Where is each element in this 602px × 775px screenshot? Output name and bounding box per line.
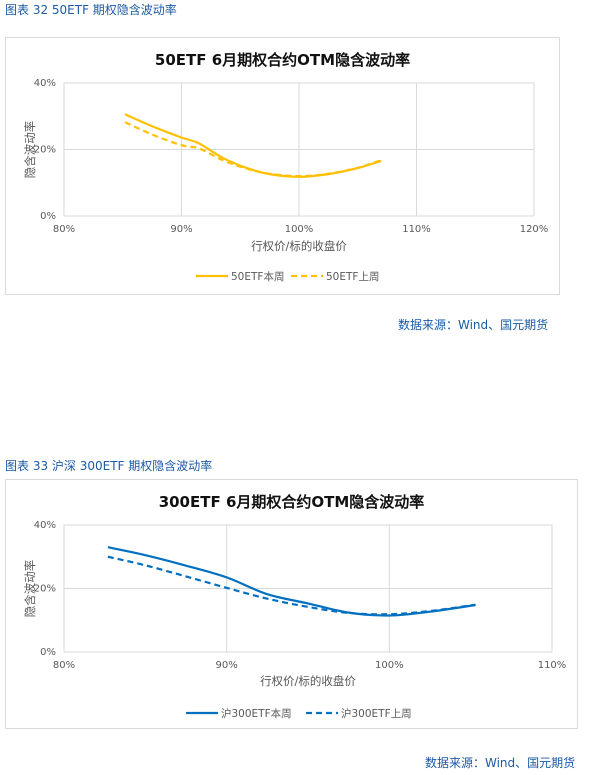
y-tick-label: 40% [34, 78, 56, 89]
x-tick-label: 90% [170, 224, 192, 235]
y-axis-label: 隐含波动率 [23, 121, 37, 179]
plot-area [63, 82, 535, 217]
series-line-this-week [107, 546, 476, 617]
x-axis-label: 行权价/标的收盘价 [251, 239, 347, 253]
legend-label: 50ETF本周 [231, 270, 284, 283]
gridlines [63, 524, 553, 653]
x-tick-label: 110% [402, 224, 431, 235]
data-source-32: 数据来源：Wind、国元期货 [398, 318, 549, 332]
x-tick-label: 100% [285, 224, 314, 235]
y-tick-label: 40% [34, 520, 56, 531]
plot-area [63, 524, 553, 653]
y-tick-label: 0% [40, 647, 56, 658]
x-tick-label: 80% [53, 224, 75, 235]
x-axis-label: 行权价/标的收盘价 [260, 674, 356, 688]
legend-label: 沪300ETF本周 [221, 707, 292, 720]
series-line-last-week [124, 121, 382, 178]
chart-plot: 80% 90% 100% 110% 0% 20% 40% 隐含波动率行权价/标的收盘价沪300… [23, 520, 567, 720]
figure-caption-33: 图表 33 沪深 300ETF 期权隐含波动率 [5, 459, 213, 473]
x-tick-label: 100% [375, 660, 404, 671]
x-tick-label: 110% [538, 660, 567, 671]
x-tick-label: 80% [53, 660, 75, 671]
x-tick-label: 90% [216, 660, 238, 671]
y-tick-label: 0% [40, 211, 56, 222]
chart-plot: 80% 90% 100% 110% 120% 0% 20% 40% 隐含波动率行权价/标的收盘价… [23, 78, 549, 283]
gridlines [63, 82, 535, 217]
y-axis-label: 隐含波动率 [23, 560, 37, 618]
legend-label: 50ETF上周 [326, 271, 379, 283]
series-line-last-week [107, 555, 476, 616]
x-tick-label: 120% [520, 224, 549, 235]
y-tick-label: 20% [34, 145, 56, 156]
chart-title: 300ETF 6月期权合约OTM隐含波动率 [158, 493, 425, 511]
chart-50etf-iv: 50ETF 6月期权合约OTM隐含波动率 80% 90% 100% 110% 120% 0… [5, 37, 560, 295]
y-tick-label: 20% [34, 584, 56, 595]
chart-title: 50ETF 6月期权合约OTM隐含波动率 [154, 51, 411, 69]
series-line-this-week [124, 113, 382, 178]
figure-caption-32: 图表 32 50ETF 期权隐含波动率 [5, 3, 177, 17]
data-source-33: 数据来源：Wind、国元期货 [425, 756, 576, 770]
legend-label: 沪300ETF上周 [341, 707, 412, 720]
chart-300etf-iv: 300ETF 6月期权合约OTM隐含波动率 80% 90% 100% 110% 0% 20… [5, 479, 578, 729]
